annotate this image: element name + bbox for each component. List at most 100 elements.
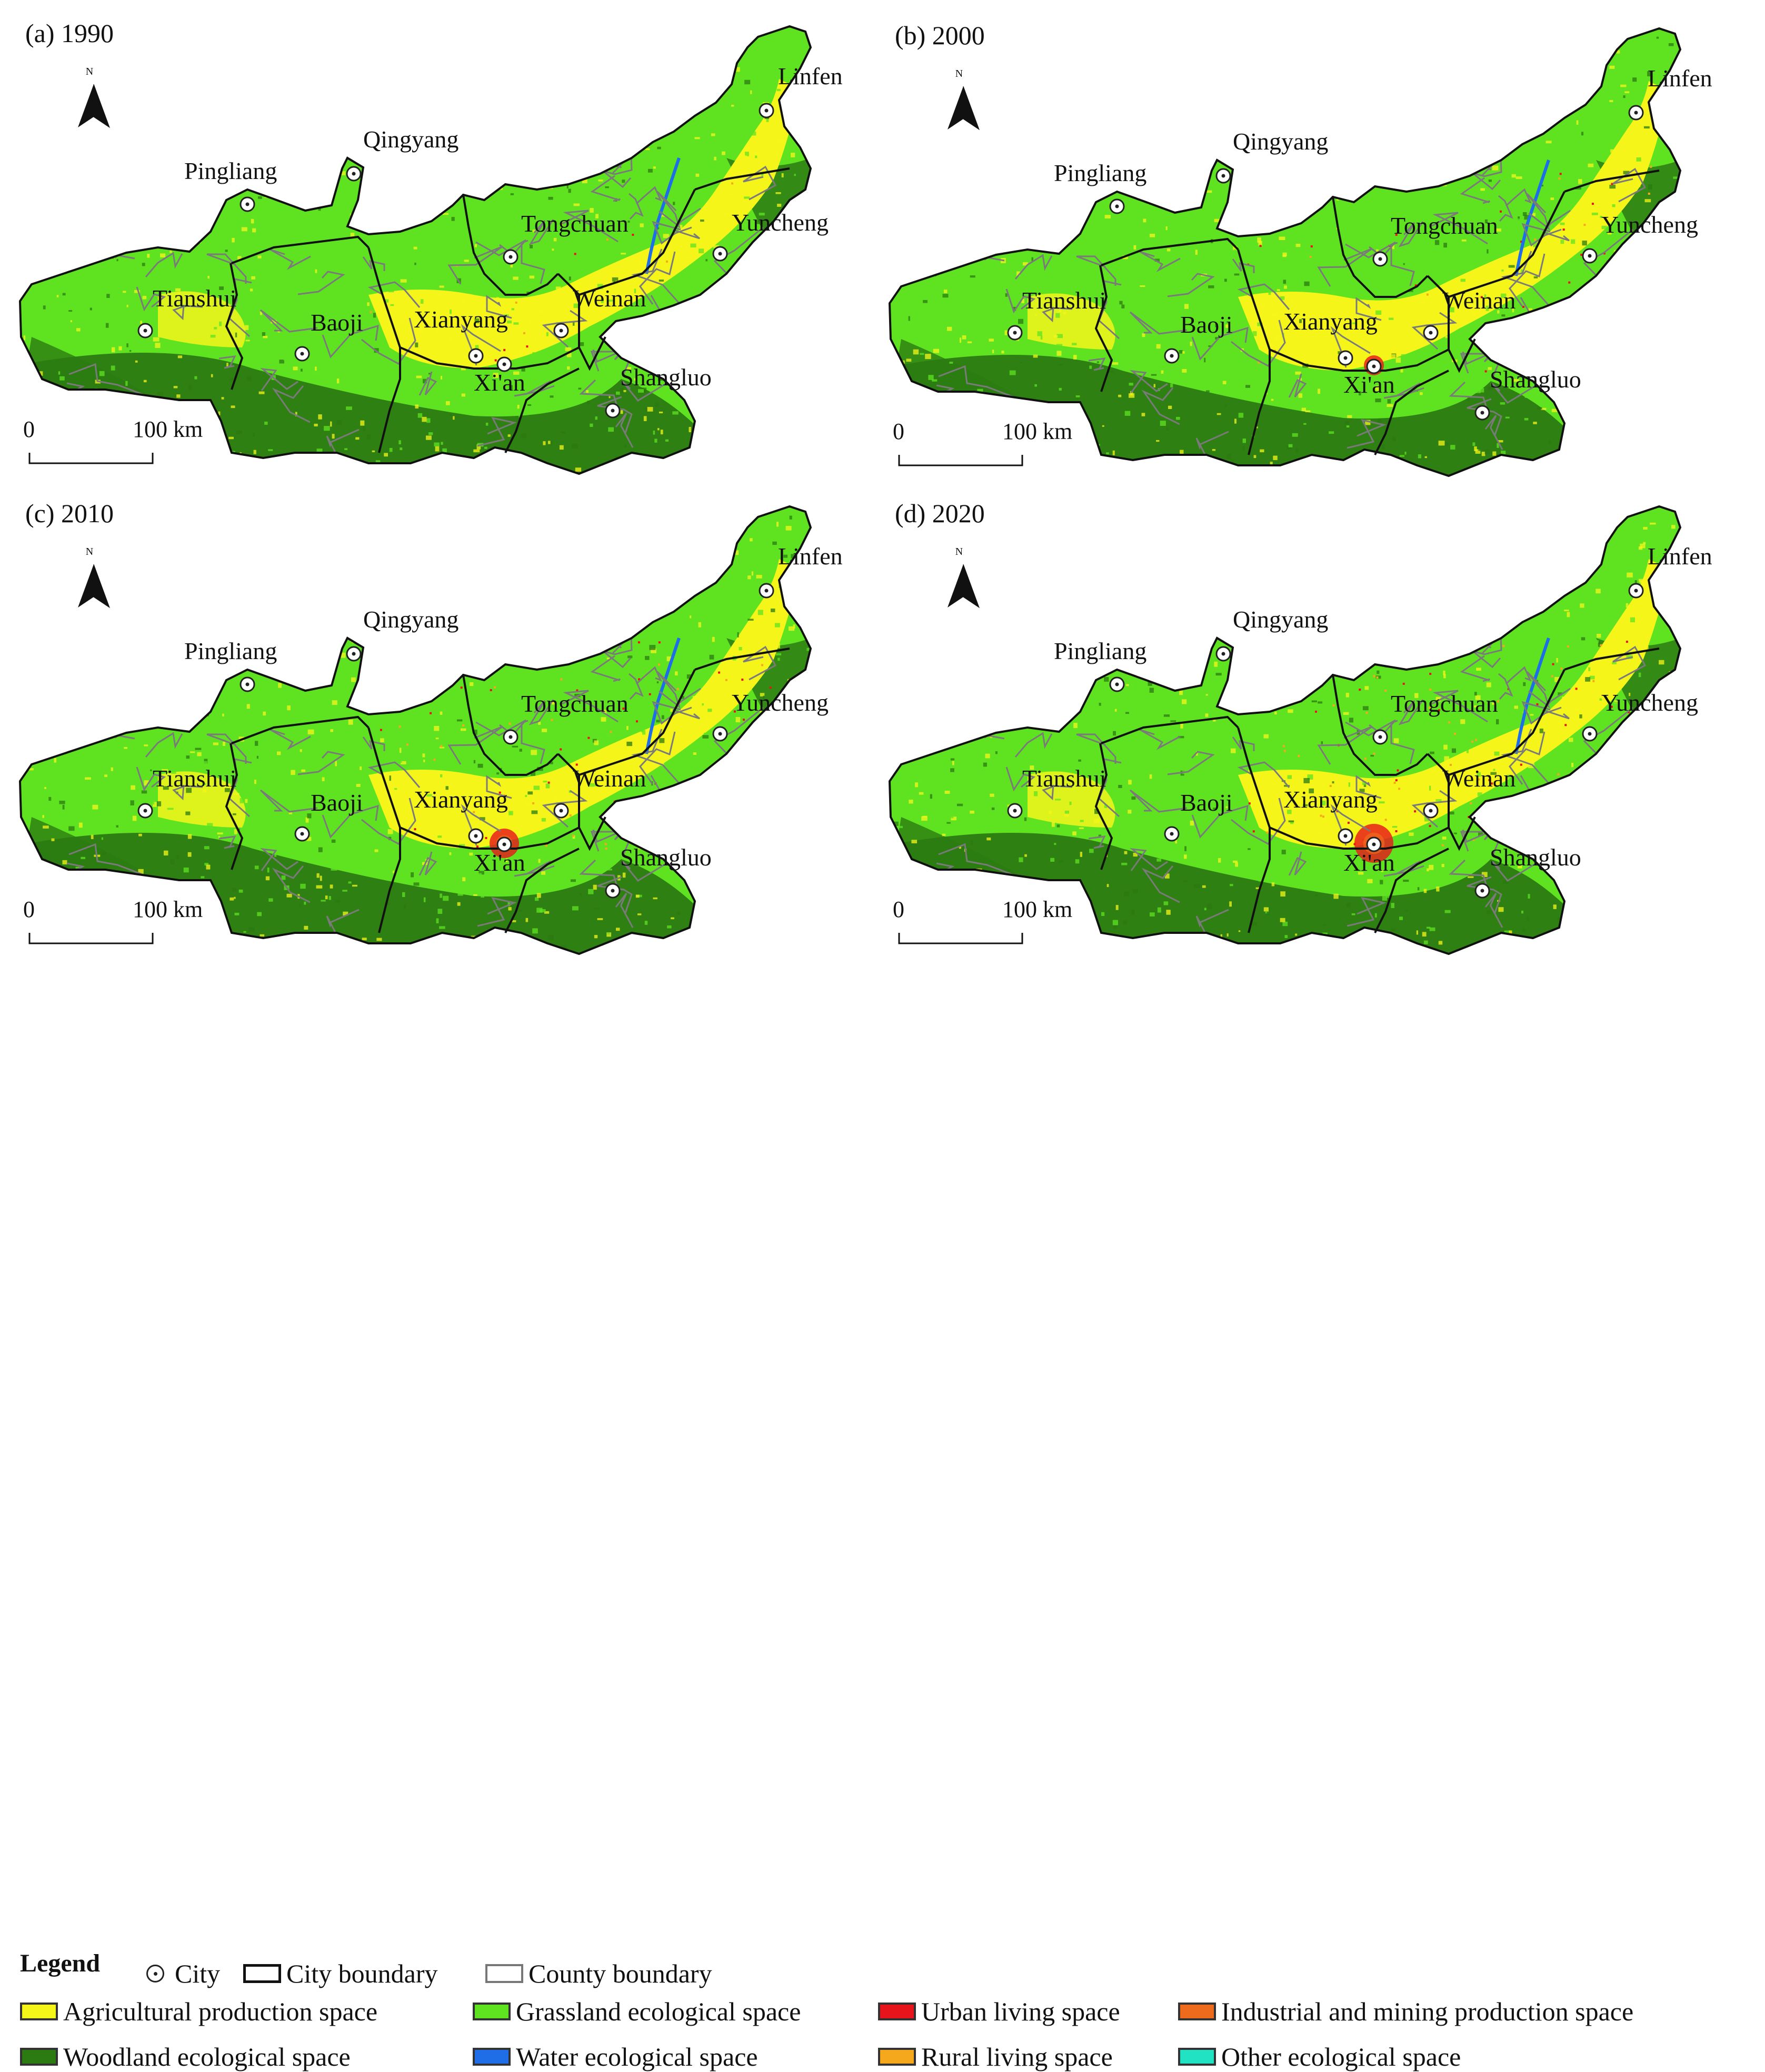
landuse-pixel [1371,672,1374,677]
landuse-pixel [212,753,217,758]
landuse-pixel [117,742,120,747]
landuse-pixel [1234,816,1240,821]
landuse-pixel [47,645,51,650]
landuse-pixel [1030,765,1034,770]
legend-class-label: Rural living space [921,2042,1113,2071]
county-boundary [1042,306,1073,323]
landuse-pixel [1192,711,1194,714]
landuse-pixel [642,938,645,943]
landuse-pixel [1274,186,1280,188]
landuse-pixel [232,771,235,774]
county-boundary [1288,373,1307,398]
settlement-pixel [532,802,535,804]
settlement-pixel [1576,314,1579,316]
landuse-pixel [731,105,734,107]
landuse-pixel [1333,267,1336,271]
landuse-pixel [1206,776,1211,779]
settlement-pixel [1572,830,1575,832]
landuse-pixel [1098,834,1102,836]
landuse-pixel [1649,291,1651,294]
landuse-pixel [703,226,706,228]
landuse-pixel [1668,387,1674,392]
landuse-pixel [511,203,516,207]
landuse-pixel [761,241,766,244]
landuse-pixel [1024,854,1027,857]
landuse-pixel [443,50,447,55]
landuse-pixel [1042,706,1046,708]
landuse-pixel [85,537,87,542]
landuse-pixel [1296,702,1300,707]
landuse-pixel [1363,356,1368,360]
landuse-pixel [235,114,238,116]
city-boundaries [1094,647,1660,933]
landuse-pixel [1035,314,1038,316]
landuse-pixel [480,817,485,821]
county-boundary [1431,690,1488,723]
landuse-pixel [524,157,529,163]
landuse-pixel [438,473,443,474]
landuse-pixel [736,34,740,38]
landuse-pixel [1497,443,1499,448]
city-point-center [1429,809,1433,813]
landuse-pixel [155,343,161,348]
landuse-pixel [928,375,934,380]
landuse-pixel [388,291,394,293]
landuse-pixel [161,628,163,632]
landuse-pixel [1320,738,1324,741]
landuse-pixel [188,133,192,136]
landuse-pixel [163,786,169,790]
landuse-pixel [1410,228,1414,231]
landuse-pixel [1264,90,1268,93]
landuse-pixel [287,705,291,711]
landuse-pixel [947,128,952,133]
landuse-pixel [1404,910,1408,911]
landuse-pixel [222,122,226,125]
landuse-pixel [1482,636,1487,642]
landuse-pixel [1442,88,1447,90]
landuse-pixel [743,155,747,158]
landuse-pixel [521,433,527,439]
landuse-pixel [443,895,449,901]
landuse-pixel [1488,714,1491,719]
landuse-pixel [1602,356,1607,359]
landuse-pixel [1309,515,1314,518]
landuse-pixel [1444,756,1450,761]
landuse-pixel [890,226,892,231]
landuse-pixel [991,807,995,810]
landuse-pixel [28,405,32,410]
landuse-pixel [464,260,469,262]
landuse-pixel [69,309,76,312]
landuse-pixel [985,753,990,759]
landuse-pixel [233,793,240,795]
landuse-pixel [1034,384,1037,387]
landuse-pixel [1596,589,1601,594]
landuse-pixel [1178,736,1184,739]
river [645,157,681,274]
landuse-pixel [563,127,566,131]
landuse-pixel [307,813,312,819]
landuse-pixel [1521,910,1523,914]
landuse-pixel [1093,41,1096,46]
landuse-pixel [415,404,419,409]
settlement-pixel [388,209,391,212]
landuse-pixel [1628,342,1630,345]
landuse-pixel [1387,399,1391,404]
landuse-pixel [540,642,546,644]
landuse-pixel [1318,106,1321,110]
landuse-pixel [308,88,315,91]
landuse-pixel [637,913,642,915]
landuse-pixel [1028,124,1033,130]
landuse-pixel [177,355,183,358]
landuse-pixel [1541,407,1547,410]
landuse-pixel [620,388,624,393]
landuse-pixel [949,808,954,813]
landuse-pixel [284,669,286,674]
landuse-pixel [222,460,228,465]
landuse-pixel [705,739,710,743]
landuse-pixel [1023,163,1028,168]
landuse-pixel [1483,46,1487,48]
landuse-pixel [784,799,789,803]
landuse-pixel [65,949,67,952]
county-boundary [89,173,96,197]
county-boundary [898,388,949,440]
